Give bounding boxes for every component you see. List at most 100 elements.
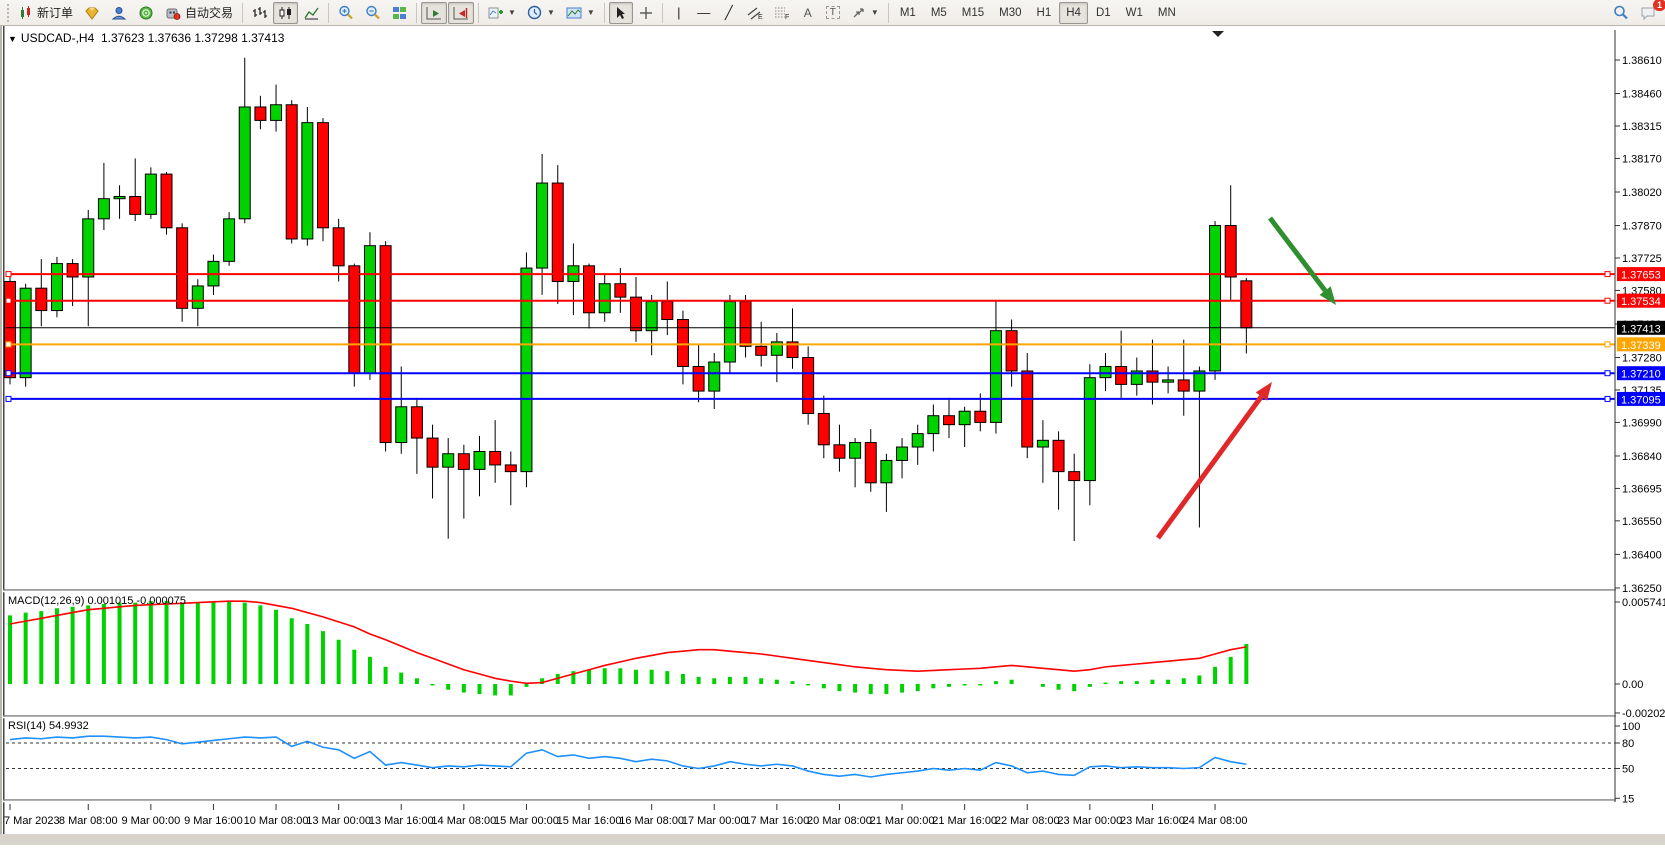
support-line-2[interactable] [5, 395, 1615, 402]
fibonacci-button[interactable]: F [769, 2, 795, 24]
dropdown-caret: ▼ [508, 8, 516, 17]
arrows-tool-icon [853, 7, 864, 17]
line-chart-button[interactable] [299, 2, 324, 24]
svg-text:14 Mar 08:00: 14 Mar 08:00 [431, 815, 496, 827]
text-button[interactable]: A [796, 2, 820, 24]
timeframe-m5[interactable]: M5 [930, 6, 947, 19]
candlestick [473, 435, 486, 497]
auto-scroll-button[interactable] [421, 1, 448, 24]
candlestick [911, 424, 924, 465]
rsi-level-lines [6, 742, 1615, 769]
cursor-button[interactable] [608, 1, 633, 24]
person-icon [111, 6, 127, 19]
vertical-line-icon: | [677, 5, 681, 20]
toolbar-drag-handle[interactable] [6, 2, 11, 23]
timeframe-m30[interactable]: M30 [999, 6, 1022, 19]
candlestick [817, 395, 830, 459]
svg-text:13 Mar 16:00: 13 Mar 16:00 [369, 815, 434, 827]
chart-title: ▼ USDCAD-,H4 1.37623 1.37636 1.37298 1.37… [8, 31, 284, 45]
chart-shift-button[interactable] [448, 1, 475, 24]
svg-text:1.36840: 1.36840 [1622, 451, 1662, 463]
chart-symbol-period: USDCAD-,H4 [20, 31, 95, 45]
svg-text:0.00: 0.00 [1622, 679, 1643, 691]
timeframe-w1[interactable]: W1 [1125, 6, 1143, 19]
price-line-label: 1.37210 [1617, 366, 1665, 381]
candlestick [1021, 353, 1034, 459]
search-icon [1614, 5, 1628, 20]
candlestick [833, 424, 846, 472]
clock-icon [527, 5, 542, 20]
line-chart-icon [304, 7, 319, 19]
pivot-line[interactable] [5, 341, 1615, 348]
auto-trading-button[interactable]: 自动交易 [160, 2, 238, 24]
support-line-1[interactable] [5, 370, 1615, 377]
resistance-line-1[interactable] [5, 271, 1615, 278]
new-order-button[interactable]: 新订单 [14, 2, 78, 24]
dropdown-caret: ▼ [586, 8, 595, 17]
candlestick [943, 397, 955, 439]
collapse-triangle-icon[interactable]: ▼ [8, 34, 17, 44]
search-button[interactable] [1608, 2, 1634, 24]
news-button[interactable] [133, 2, 159, 24]
toolbar-separator [661, 2, 663, 23]
timeframe-d1[interactable]: D1 [1095, 6, 1111, 19]
candlestick [614, 268, 627, 313]
candlestick [1224, 185, 1237, 302]
candlestick [520, 252, 533, 488]
zoom-in-button[interactable] [333, 2, 359, 24]
template-button[interactable]: ▼ [561, 2, 600, 24]
svg-text:1.37413: 1.37413 [1621, 323, 1661, 335]
toolbar-separator [242, 2, 244, 23]
candlestick [1193, 366, 1206, 528]
chart-canvas[interactable]: 1.38610 1.38460 1.38315 1.38170 1.38020 1.378… [0, 26, 1665, 845]
trendline-button[interactable]: ╱ [717, 2, 741, 24]
svg-text:15: 15 [1622, 793, 1634, 805]
timeframe-h1[interactable]: H1 [1036, 6, 1052, 19]
channel-icon: E [747, 7, 763, 20]
trend-arrow-down[interactable] [1268, 216, 1336, 305]
candlestick [113, 185, 126, 219]
arrows-tool-button[interactable]: ▼ [846, 2, 884, 24]
zoom-out-button[interactable] [360, 2, 386, 24]
candlestick [285, 100, 298, 244]
candlestick [144, 167, 157, 219]
candlestick [426, 424, 439, 499]
auto-trading-icon [166, 8, 181, 20]
auto-scroll-icon [426, 6, 442, 19]
candlestick [457, 444, 470, 519]
rsi-line [9, 735, 1247, 778]
trend-arrow-up[interactable] [1155, 382, 1272, 540]
svg-text:15 Mar 00:00: 15 Mar 00:00 [494, 815, 559, 827]
timeframe-mn[interactable]: MN [1157, 6, 1176, 19]
svg-text:1.36990: 1.36990 [1622, 417, 1662, 429]
crosshair-button[interactable] [634, 2, 658, 24]
channel-button[interactable]: E [742, 2, 768, 24]
auto-trading-label: 自动交易 [185, 6, 234, 20]
resistance-line-2[interactable] [5, 297, 1615, 304]
text-label-button[interactable]: T [821, 2, 845, 24]
notifications-button[interactable]: 1 [1635, 0, 1665, 24]
add-indicator-button[interactable]: ▼ [483, 2, 521, 24]
timeframe-h4[interactable]: H4 [1059, 1, 1088, 24]
svg-text:22 Mar 08:00: 22 Mar 08:00 [995, 815, 1060, 827]
community-button[interactable] [106, 2, 132, 24]
tile-windows-button[interactable] [387, 2, 412, 24]
horizontal-line-button[interactable]: — [692, 2, 716, 24]
candlestick [1177, 339, 1190, 416]
toolbar-separator [603, 2, 605, 23]
svg-text:13 Mar 00:00: 13 Mar 00:00 [306, 815, 371, 827]
candlestick [1068, 453, 1081, 541]
bar-chart-button[interactable] [247, 2, 272, 24]
candlestick [317, 118, 329, 242]
timeframe-m15[interactable]: M15 [961, 6, 985, 19]
svg-text:1.37534: 1.37534 [1621, 296, 1661, 308]
price-line-label: 1.37653 [1617, 267, 1665, 282]
vertical-line-button[interactable]: | [667, 2, 691, 24]
candlestick [332, 218, 345, 282]
period-button[interactable]: ▼ [522, 2, 560, 24]
candlestick-chart-button[interactable] [273, 1, 299, 24]
market-button[interactable] [79, 2, 105, 24]
timeframe-m1[interactable]: M1 [899, 6, 916, 19]
candlestick [896, 438, 909, 479]
svg-text:80: 80 [1622, 738, 1634, 750]
